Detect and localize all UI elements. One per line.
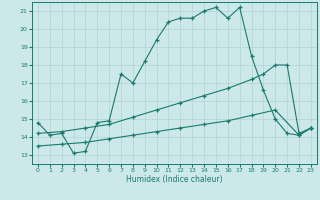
X-axis label: Humidex (Indice chaleur): Humidex (Indice chaleur) [126, 175, 223, 184]
